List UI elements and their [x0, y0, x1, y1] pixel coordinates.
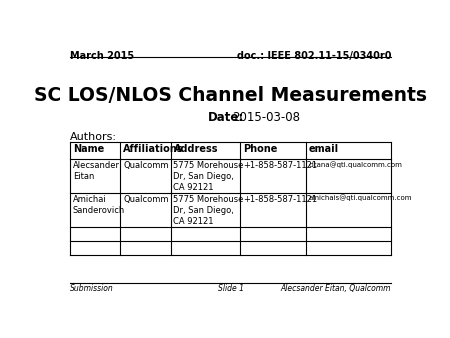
- Text: March 2015: March 2015: [70, 51, 134, 61]
- Text: Qualcomm: Qualcomm: [123, 161, 169, 170]
- Text: amichais@qti.qualcomm.com: amichais@qti.qualcomm.com: [309, 195, 412, 201]
- Text: 2015-03-08: 2015-03-08: [232, 111, 300, 124]
- Text: 5775 Morehouse
Dr, San Diego,
CA 92121: 5775 Morehouse Dr, San Diego, CA 92121: [174, 195, 244, 226]
- Text: Slide 1: Slide 1: [218, 284, 243, 293]
- Text: +1-858-587-1121: +1-858-587-1121: [243, 161, 317, 170]
- Text: Alecsander
Eitan: Alecsander Eitan: [73, 161, 120, 181]
- Text: Date:: Date:: [208, 111, 244, 124]
- Text: +1-858-587-1121: +1-858-587-1121: [243, 195, 317, 203]
- Text: Authors:: Authors:: [70, 132, 117, 142]
- Text: Amichai
Sanderovich: Amichai Sanderovich: [73, 195, 125, 215]
- Text: Name: Name: [73, 144, 104, 154]
- Text: Submission: Submission: [70, 284, 114, 293]
- Text: citana@qti.qualcomm.com: citana@qti.qualcomm.com: [309, 161, 403, 168]
- Text: Phone: Phone: [243, 144, 278, 154]
- Text: Qualcomm: Qualcomm: [123, 195, 169, 203]
- Text: Address: Address: [174, 144, 218, 154]
- Text: email: email: [309, 144, 339, 154]
- Text: doc.: IEEE 802.11-15/0340r0: doc.: IEEE 802.11-15/0340r0: [237, 51, 391, 61]
- Text: Affiliations: Affiliations: [123, 144, 184, 154]
- Text: SC LOS/NLOS Channel Measurements: SC LOS/NLOS Channel Measurements: [34, 86, 427, 105]
- Text: Alecsander Eitan, Qualcomm: Alecsander Eitan, Qualcomm: [280, 284, 391, 293]
- Text: 5775 Morehouse
Dr, San Diego,
CA 92121: 5775 Morehouse Dr, San Diego, CA 92121: [174, 161, 244, 192]
